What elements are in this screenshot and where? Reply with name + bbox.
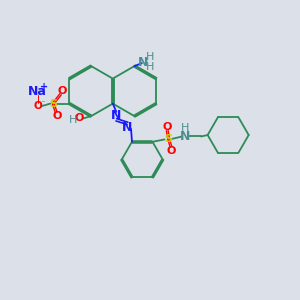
Text: ⁻: ⁻	[40, 98, 45, 107]
Text: H: H	[181, 123, 189, 133]
Text: N: N	[138, 56, 148, 69]
Text: Na: Na	[28, 85, 47, 98]
Text: H: H	[146, 52, 154, 62]
Text: N: N	[180, 130, 190, 143]
Text: S: S	[49, 99, 57, 109]
Text: O: O	[167, 146, 176, 156]
Text: O: O	[33, 101, 42, 111]
Text: O: O	[163, 122, 172, 132]
Text: +: +	[40, 82, 48, 92]
Text: O: O	[74, 113, 83, 123]
Text: S: S	[165, 134, 173, 144]
Text: H: H	[146, 62, 154, 72]
Text: O: O	[57, 86, 67, 96]
Text: H: H	[69, 115, 77, 125]
Text: N: N	[111, 110, 122, 122]
Text: O: O	[52, 111, 62, 121]
Text: N: N	[122, 121, 133, 134]
